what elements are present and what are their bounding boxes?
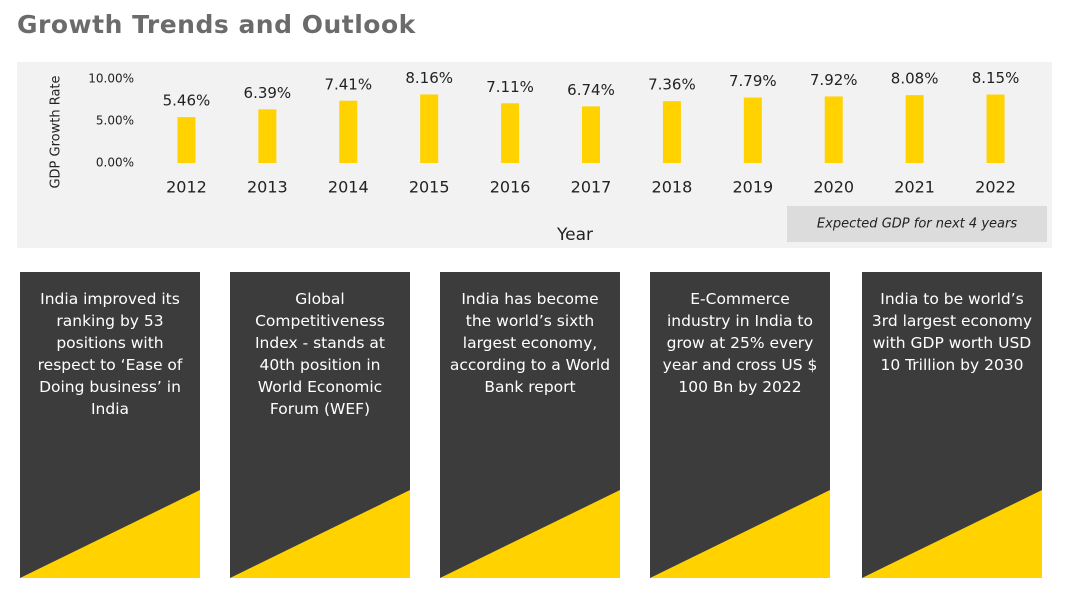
value-label: 6.39% — [244, 84, 292, 102]
x-tick-label: 2015 — [409, 178, 450, 197]
x-tick-label: 2018 — [652, 178, 693, 197]
card: India improved its ranking by 53 positio… — [20, 272, 200, 578]
value-label: 8.08% — [891, 70, 939, 88]
value-label: 7.41% — [324, 75, 372, 93]
value-label: 5.46% — [163, 92, 211, 110]
bar — [743, 97, 762, 163]
value-label: 7.11% — [486, 78, 534, 96]
card-decoration — [230, 490, 410, 578]
page-title: Growth Trends and Outlook — [17, 10, 416, 39]
yellow-wedge — [440, 490, 620, 578]
bar — [177, 117, 196, 163]
card-text: India improved its ranking by 53 positio… — [37, 290, 183, 418]
bar — [905, 95, 924, 163]
card: India has become the world’s sixth large… — [440, 272, 620, 578]
card-decoration — [862, 490, 1042, 578]
yellow-wedge — [650, 490, 830, 578]
card-decoration — [650, 490, 830, 578]
card-text: India to be world’s 3rd largest economy … — [871, 290, 1033, 374]
x-tick-label: 2017 — [571, 178, 612, 197]
y-tick-label: 0.00% — [96, 156, 134, 170]
card: E-Commerce industry in India to grow at … — [650, 272, 830, 578]
card-decoration — [20, 490, 200, 578]
chart: Expected GDP for next 4 years Year GDP G… — [17, 62, 1052, 248]
x-tick-label: 2021 — [894, 178, 935, 197]
y-tick-label: 10.00% — [88, 72, 134, 86]
card-text: India has become the world’s sixth large… — [449, 290, 611, 396]
value-label: 8.16% — [405, 69, 453, 87]
card-text: E-Commerce industry in India to grow at … — [662, 290, 818, 396]
value-label: 8.15% — [972, 69, 1020, 87]
bar — [582, 106, 600, 163]
value-label: 7.36% — [648, 76, 696, 94]
x-tick-label: 2014 — [328, 178, 369, 197]
card: India to be world’s 3rd largest economy … — [862, 272, 1042, 578]
bar — [824, 96, 843, 163]
bar — [258, 109, 277, 163]
y-axis-title: GDP Growth Rate — [49, 75, 64, 188]
card: Global Competitiveness Index - stands at… — [230, 272, 410, 578]
bar — [420, 94, 439, 163]
bar — [501, 103, 520, 163]
card-text: Global Competitiveness Index - stands at… — [254, 290, 385, 418]
annotation: Expected GDP for next 4 years — [817, 217, 1017, 232]
value-label: 7.79% — [729, 72, 777, 90]
x-tick-label: 2019 — [732, 178, 773, 197]
y-tick-label: 5.00% — [96, 114, 134, 128]
bar — [339, 100, 358, 163]
x-tick-label: 2020 — [813, 178, 854, 197]
annotation-box — [787, 206, 1047, 242]
x-tick-label: 2016 — [490, 178, 531, 197]
value-label: 6.74% — [567, 81, 615, 99]
x-axis-title: Year — [556, 225, 593, 245]
x-tick-label: 2013 — [247, 178, 288, 197]
bar — [986, 94, 1005, 163]
x-tick-label: 2012 — [166, 178, 207, 197]
bar — [662, 101, 681, 163]
yellow-wedge — [230, 490, 410, 578]
yellow-wedge — [862, 490, 1042, 578]
yellow-wedge — [20, 490, 200, 578]
value-label: 7.92% — [810, 71, 858, 89]
card-decoration — [440, 490, 620, 578]
x-tick-label: 2022 — [975, 178, 1016, 197]
